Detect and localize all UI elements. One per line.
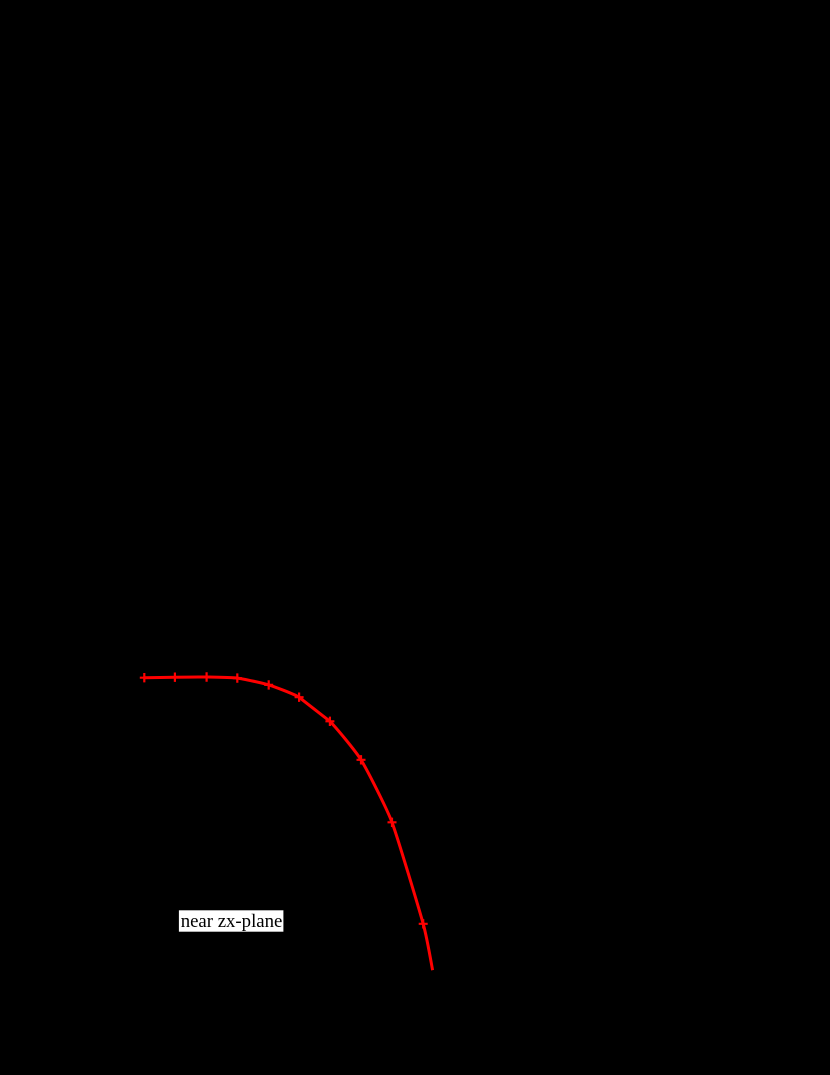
svg-text:near zx-plane: near zx-plane: [181, 911, 283, 932]
